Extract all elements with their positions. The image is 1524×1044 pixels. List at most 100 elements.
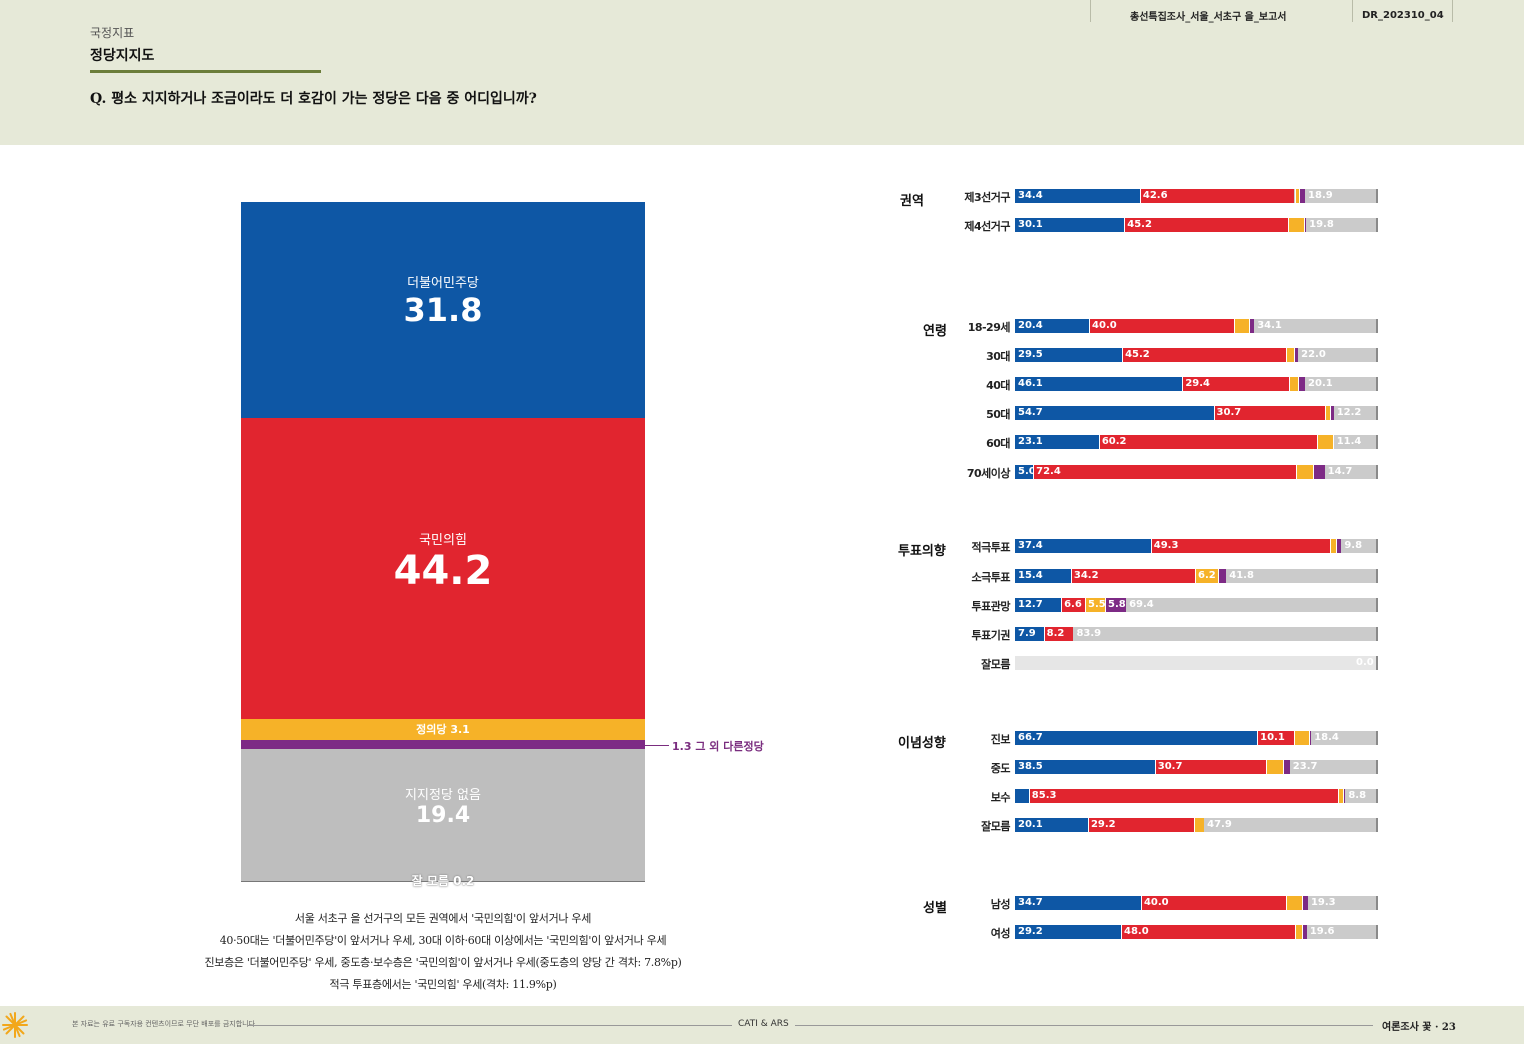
row-label: 30대 [986,350,1010,363]
bar-segment-ppp [1070,569,1196,583]
bar-end-cap [1376,598,1378,612]
bar-segment-ppp [1098,435,1318,449]
justice-label: 정의당 3.1 [416,723,470,737]
header-divider [1090,0,1091,22]
bar-value-label: 34.2 [1073,570,1099,581]
summary-line: 서울 서초구 을 선거구의 모든 권역에서 '국민의힘'이 앞서거나 우세 [294,912,592,925]
group-title: 권역 [900,194,924,209]
bar-value-label: 23.7 [1292,761,1318,772]
bar-segment-ppp [1061,598,1086,612]
bar-segment-justice [1325,406,1331,420]
bar-segment-ppp [241,418,645,719]
bar-end-cap [1376,656,1378,670]
bar-segment-other-party [1335,539,1342,553]
stacked-bar-row: 29.2 48.0 19.6 [1015,925,1378,939]
bar-segment-justice [1288,218,1305,232]
ppp-name-label: 국민의힘 [419,532,467,548]
row-label: 적극투표 [971,541,1011,554]
footer-method: CATI & ARS [738,1019,789,1029]
bar-segment-justice [1294,189,1300,203]
bar-end-cap [1376,569,1378,583]
bar-value-label: 18.4 [1314,732,1339,743]
bar-segment-ppp [1140,896,1287,910]
bar-segment-justice [1286,348,1294,362]
page-header: 국정지표 정당지지도 Q. 평소 지지하거나 조금이라도 더 호감이 가는 정당… [0,0,1524,145]
bar-end-cap [1376,319,1378,333]
bar-segment-ppp [1120,925,1296,939]
bar-segment-ppp [1182,377,1290,391]
bar-value-label: 18.9 [1308,190,1333,201]
bar-segment-dem [1015,465,1034,479]
bar-value-label: 46.1 [1018,378,1043,389]
bar-segment-ppp [1033,465,1296,479]
row-label: 여성 [990,927,1011,940]
bar-end-cap [1376,731,1378,745]
stacked-bar-row: 66.7 10.1 18.4 [1015,731,1378,745]
row-label: 남성 [990,898,1011,911]
no-party-name-label: 지지정당 없음 [405,787,481,803]
row-label: 소극투표 [971,571,1011,584]
page-footer: 본 자료는 유료 구독자용 컨텐츠이므로 무단 배포를 금지합니다 CATI &… [0,1006,1524,1044]
bar-value-label: 23.1 [1018,436,1043,447]
bar-segment-other-party [1297,377,1306,391]
bar-value-label: 5.5 [1088,599,1106,610]
bar-end-cap [1376,896,1378,910]
bar-segment-dem [241,202,645,419]
row-label: 투표기권 [971,629,1011,642]
ppp-value-label: 44.2 [393,547,493,594]
bar-end-cap [1376,465,1378,479]
stacked-bar-row: 12.7 6.6 5.5 5.8 69.4 [1015,598,1378,612]
bar-end-cap [1376,189,1378,203]
bar-end-cap [1376,348,1378,362]
bar-end-cap [1376,539,1378,553]
bar-end-cap [1376,435,1378,449]
bar-value-label: 20.1 [1308,378,1333,389]
bar-end-cap [1376,406,1378,420]
bar-segment-dem [1015,406,1214,420]
row-label: 보수 [990,791,1011,804]
bar-segment-ppp [1043,627,1074,641]
survey-question: Q. 평소 지지하거나 조금이라도 더 호감이 가는 정당은 다음 중 어디입니… [90,91,537,107]
title-underline [90,70,321,73]
bar-value-label: 10.1 [1260,732,1285,743]
bar-value-label: 47.9 [1207,819,1232,830]
bar-segment-ppp [1213,406,1325,420]
bar-segment-ppp [1028,789,1339,803]
bar-value-label: 29.2 [1090,819,1116,830]
other-party-callout-label: 1.3 그 외 다른정당 [672,740,764,753]
bar-value-label: 29.5 [1018,349,1043,360]
bar-segment-dem [1015,539,1151,553]
bar-value-label: 66.7 [1018,732,1043,743]
bar-end-cap [1376,925,1378,939]
stacked-bar-row: 0.0 [1015,656,1378,670]
bar-segment-no-party [241,748,645,882]
bar-value-label: 19.3 [1310,897,1336,908]
bar-value-label: 8.2 [1046,628,1065,639]
bar-value-label: 45.2 [1125,349,1150,360]
stacked-bar-row: 7.9 8.2 83.9 [1015,627,1378,641]
bar-value-label: 69.4 [1129,599,1154,610]
bar-value-label: 12.7 [1018,599,1043,610]
bar-segment-ppp [1124,218,1289,232]
other-party-callout-line [645,745,669,746]
row-label: 진보 [990,733,1011,746]
bar-value-label: 30.1 [1018,219,1043,230]
no-party-value-label: 19.4 [415,802,471,828]
bar-value-label: 6.6 [1064,599,1082,610]
group-title: 이념성향 [898,736,946,751]
footer-copyright-note: 본 자료는 유료 구독자용 컨텐츠이므로 무단 배포를 금지합니다 [72,1020,256,1028]
bar-segment-dem [1015,818,1088,832]
bar-value-label: 20.4 [1018,320,1043,331]
document-name: 총선특집조사_서울_서초구 을_보고서 [1130,12,1287,23]
bar-segment-other-party [1304,218,1307,232]
bar-end-cap [1376,818,1378,832]
bar-segment-other-party [1293,348,1299,362]
bar-segment-other-party [1313,465,1325,479]
stacked-bar-row: 5.0 72.4 14.7 [1015,465,1378,479]
stacked-bar-row: 46.1 29.4 20.1 [1015,377,1378,391]
bar-segment-dem [1015,218,1125,232]
bar-segment-ppp [1150,539,1330,553]
bar-value-label: 29.4 [1185,378,1211,389]
bar-segment-other-party [1302,925,1307,939]
bar-value-label: 54.7 [1018,407,1043,418]
